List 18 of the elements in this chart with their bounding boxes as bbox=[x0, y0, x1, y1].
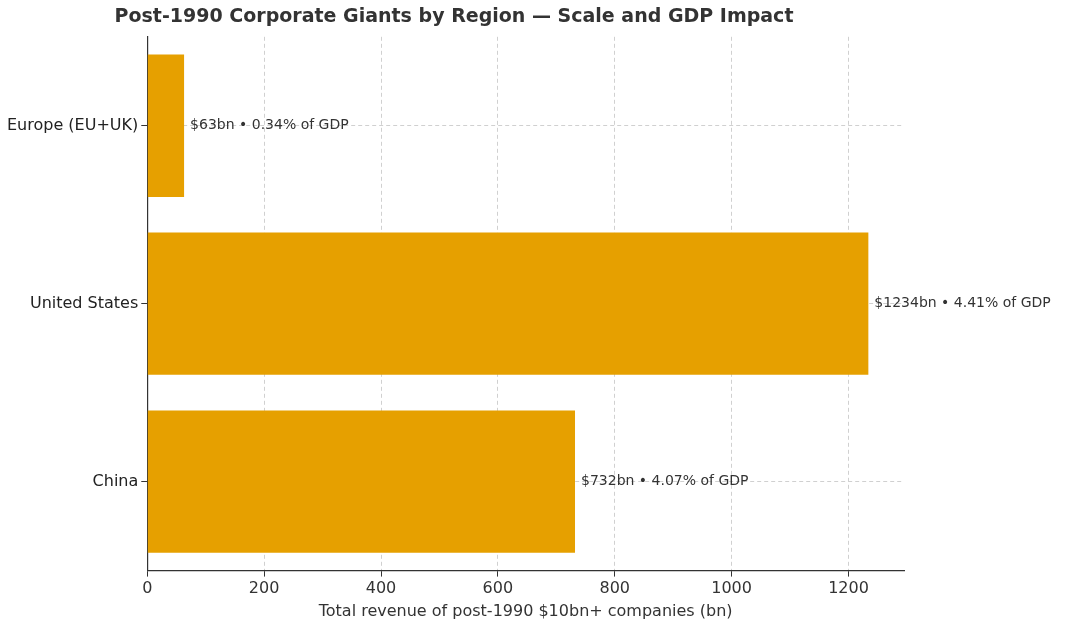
bar bbox=[147, 232, 869, 375]
annotation: $63bn • 0.34% of GDP bbox=[190, 116, 349, 133]
x-tick-label: 0 bbox=[142, 578, 153, 598]
x-tick-label: 200 bbox=[248, 578, 280, 598]
annotation: $732bn • 4.07% of GDP bbox=[581, 472, 749, 489]
x-tick-label: 1200 bbox=[828, 578, 869, 598]
bar bbox=[147, 410, 576, 553]
x-axis-title: Total revenue of post-1990 $10bn+ companies (bn) bbox=[317, 600, 733, 620]
chart-title: Post-1990 Corporate Giants by Region — Scale and GDP Impact bbox=[114, 4, 794, 27]
x-tick-label: 800 bbox=[599, 578, 631, 598]
bar bbox=[147, 54, 185, 197]
x-tick-label: 1000 bbox=[711, 578, 752, 598]
annotation: $1234bn • 4.41% of GDP bbox=[874, 294, 1051, 311]
y-tick-label: Europe (EU+UK) bbox=[7, 114, 139, 134]
x-tick-label: 400 bbox=[365, 578, 397, 598]
y-tick-label: United States bbox=[29, 292, 139, 312]
y-tick-label: China bbox=[92, 470, 139, 490]
x-tick-label: 600 bbox=[482, 578, 514, 598]
